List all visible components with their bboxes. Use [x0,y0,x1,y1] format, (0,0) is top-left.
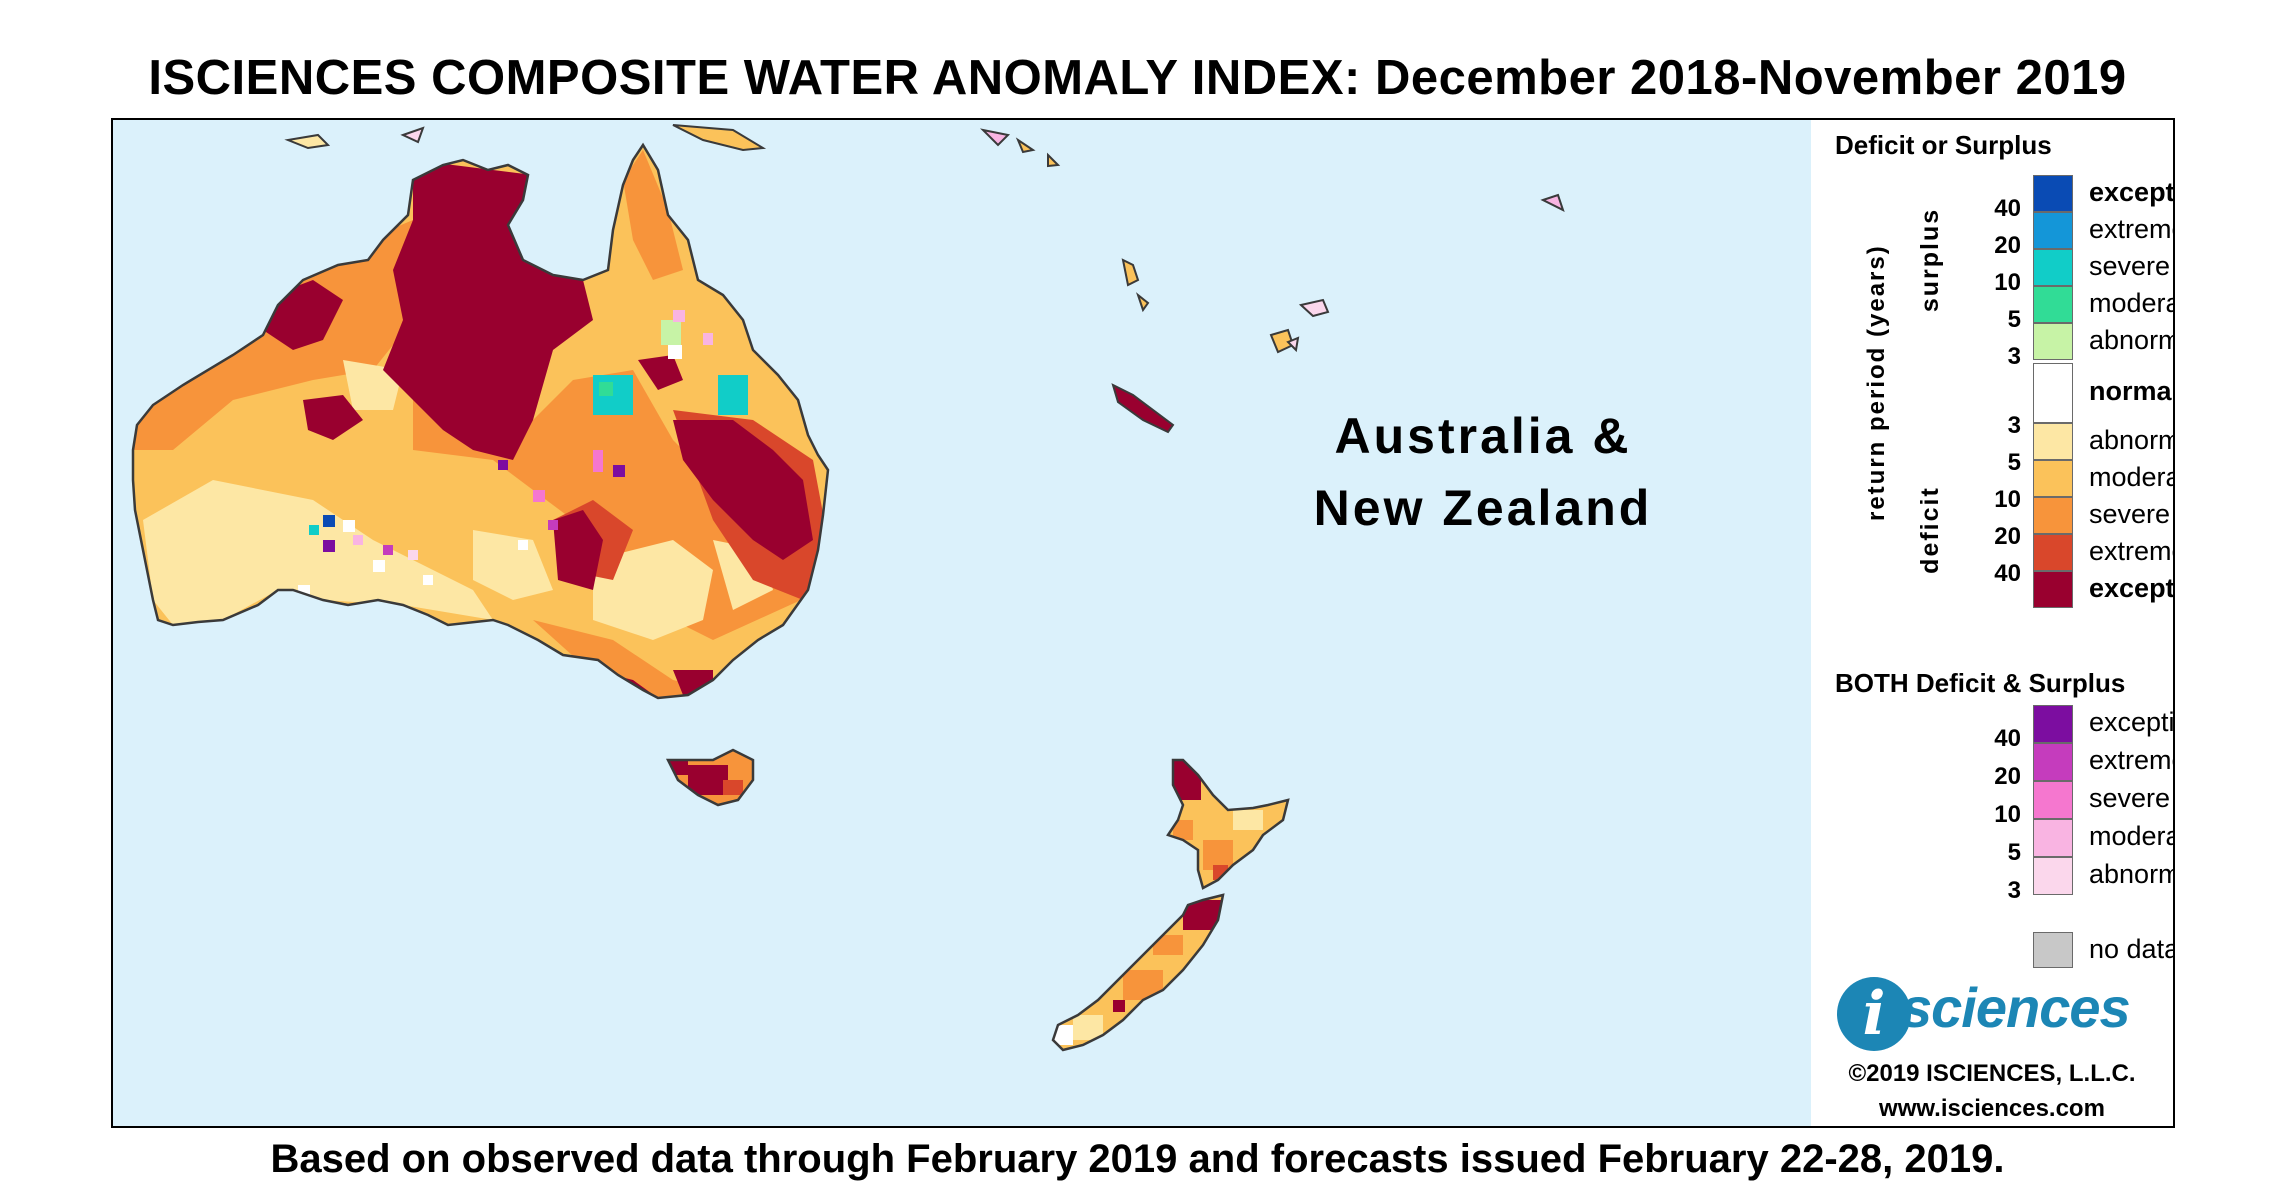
legend-heading-deficit-surplus: Deficit or Surplus [1835,130,2052,160]
both-deficit-surplus-areas [323,333,713,560]
surplus-swatch-severe [2033,249,2073,286]
surplus-label-severe: severe [2089,251,2171,281]
legend-heading-both: BOTH Deficit & Surplus [1835,668,2126,698]
deficit-label-severe: severe [2089,499,2171,529]
surplus-areas [263,310,748,663]
deficit-label-abnormal: abnormal [2089,425,2173,455]
surplus-label-abnormal: abnormal [2089,325,2173,355]
deficit-tick-5: 5 [2007,449,2021,476]
footer-note: Based on observed data through February … [270,1137,2005,1181]
both-label-abnormal: abnormal [2089,859,2173,889]
surplus-label-moderate: moderate [2089,288,2173,318]
deficit-swatch-moderate [2033,460,2073,497]
deficit-swatch-abnormal [2033,423,2073,460]
copyright-text: ©2019 ISCIENCES, L.L.C. [1848,1060,2136,1087]
deficit-label-exceptional: exceptional [2089,573,2175,603]
deficit-label-moderate: moderate [2089,462,2173,492]
both-tick-20: 20 [1994,763,2021,790]
deficit-abnormal-areas [143,360,773,640]
surplus-tick-40: 40 [1994,195,2021,222]
surplus-tick-10: 10 [1994,269,2021,296]
nz-south-island [1053,895,1223,1050]
legend-swatch-normal [2033,363,2073,423]
deficit-tick-3: 3 [2007,412,2021,439]
both-swatch-severe [2033,781,2073,819]
legend-panel: Deficit or Surplus return period (years)… [1811,120,2173,1126]
both-swatch-abnormal [2033,857,2073,895]
surplus-swatch-abnormal [2033,323,2073,360]
deficit-swatch-exceptional [2033,571,2073,608]
both-tick-10: 10 [1994,801,2021,828]
surplus-swatch-moderate [2033,286,2073,323]
surplus-swatch-extreme [2033,212,2073,249]
map-frame: Australia & New Zealand Deficit or Surpl… [111,118,2175,1128]
both-swatch-extreme [2033,743,2073,781]
both-label-moderate: moderate [2089,821,2173,851]
both-tick-3: 3 [2007,877,2021,904]
surplus-tick-20: 20 [1994,232,2021,259]
website-text: www.isciences.com [1879,1095,2105,1122]
deficit-swatch-extreme [2033,534,2073,571]
legend-deficit-label: deficit [1916,486,1944,574]
deficit-tick-10: 10 [1994,486,2021,513]
legend-axis-title: return period (years) [1863,244,1890,521]
legend-surplus-label: surplus [1916,207,1944,313]
small-islands [284,124,1565,434]
region-label-line-1: Australia & [1334,408,1632,464]
both-swatch-moderate [2033,819,2073,857]
surplus-tick-3: 3 [2007,343,2021,370]
isciences-logo: i sciences [1837,975,2167,1055]
map-title: ISCIENCES COMPOSITE WATER ANOMALY INDEX:… [148,51,2127,105]
legend-swatch-no-data [2033,932,2073,968]
logo-i-circle: i [1837,977,1911,1051]
logo-wordmark: sciences [1901,976,2131,1039]
legend-label-normal: normal [2089,376,2175,406]
surplus-tick-5: 5 [2007,306,2021,333]
both-label-exceptional: exceptional [2089,707,2175,737]
deficit-swatch-severe [2033,497,2073,534]
australia-landmass [133,145,828,698]
both-tick-5: 5 [2007,839,2021,866]
surplus-swatch-exceptional [2033,175,2073,212]
both-label-severe: severe [2089,783,2171,813]
deficit-tick-20: 20 [1994,523,2021,550]
both-tick-40: 40 [1994,725,2021,752]
map-canvas [131,124,1565,1052]
tasmania-landmass [668,750,753,805]
legend-label-no-data: no data [2089,934,2175,964]
both-swatch-exceptional [2033,705,2073,743]
region-label-line-2: New Zealand [1313,480,1653,536]
surplus-label-exceptional: exceptional [2089,177,2175,207]
region-label: Australia & New Zealand [1303,400,1663,544]
deficit-tick-40: 40 [1994,560,2021,587]
